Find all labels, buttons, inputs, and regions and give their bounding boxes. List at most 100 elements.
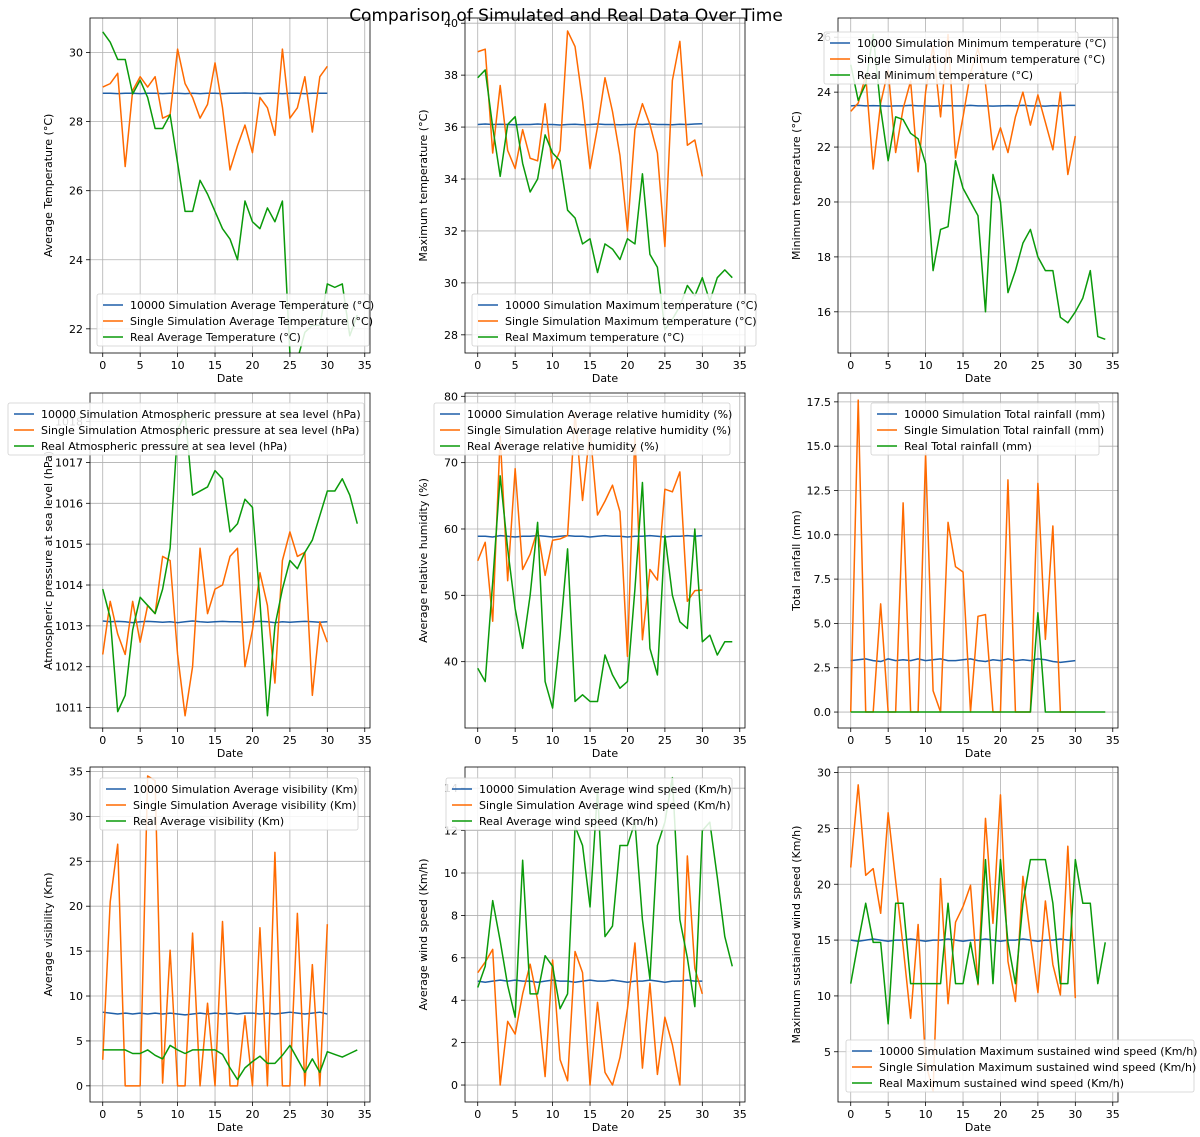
y-tick-label: 35 [69,765,83,778]
legend-box [433,402,731,456]
x-tick-label: 0 [847,1108,854,1121]
x-tick-label: 30 [1068,734,1082,747]
series-line-2 [101,531,329,717]
x-tick-label: 0 [847,359,854,372]
y-axis-label: Average wind speed (Km/h) [417,858,430,1010]
y-tick-label: 18 [817,251,831,264]
series-group [101,775,358,1087]
x-tick-label: 5 [137,359,144,372]
y-tick-label: 30 [817,767,831,780]
legend: 10000 Simulation Average relative humidi… [433,402,732,456]
axes-frame [89,392,371,729]
series-line-1 [102,92,328,95]
y-tick-label: 38 [444,69,458,82]
y-tick-label: 32 [444,225,458,238]
x-tick-label: 25 [1031,1108,1045,1121]
x-tick-label: 10 [171,359,185,372]
axes-frame [837,392,1119,729]
series-line-1 [850,658,1076,664]
legend-label: 10000 Simulation Average relative humidi… [467,408,732,421]
x-tick-label: 25 [658,734,672,747]
y-axis-label: Average Temperature (°C) [42,114,55,258]
subplot-3: 05101520253035161820222426DateMinimum te… [790,17,1120,385]
legend-box [471,293,757,347]
y-tick-label: 20 [817,878,831,891]
x-tick-label: 5 [137,1108,144,1121]
series-line-1 [477,122,703,126]
y-tick-label: 28 [69,116,83,129]
series-line-3 [850,612,1106,713]
series-line-3 [477,475,733,709]
y-tick-label: 30 [69,47,83,60]
y-axis-label: Atmospheric pressure at sea level (hPa) [42,451,55,670]
x-tick-label: 15 [956,359,970,372]
axes-frame [837,17,1119,354]
x-tick-label: 0 [474,359,481,372]
series-line-3 [102,1044,358,1081]
y-tick-label: 70 [444,457,458,470]
x-tick-label: 15 [208,359,222,372]
legend: 10000 Simulation Atmospheric pressure at… [7,402,365,456]
figure-title: Comparison of Simulated and Real Data Ov… [349,6,783,26]
legend-label: Real Minimum temperature (°C) [857,69,1033,82]
legend-label: 10000 Simulation Average Temperature (°C… [130,299,374,312]
x-tick-label: 5 [137,734,144,747]
x-tick-label: 20 [245,734,259,747]
x-tick-label: 20 [620,359,634,372]
legend-label: Real Maximum temperature (°C) [505,331,684,344]
subplot-6: 0 5 10 15 20 25 30 35 0.0 2.5 5.0 7.5 10.0 12.5 15.0 17… [790,392,1120,760]
series-line-1 [477,979,703,983]
subplot-7: 0 5 10 15 20 25 30 35 0 5 10 15 20 25 30 35 Date Average … [42,765,372,1134]
legend-label: 10000 Simulation Minimum temperature (°C… [857,37,1106,50]
legend-label: Single Simulation Maximum sustained wind… [879,1061,1196,1074]
x-tick-label: 10 [919,1108,933,1121]
axes-frame [837,766,1119,1103]
legend-label: Single Simulation Total rainfall (mm) [904,424,1104,437]
x-tick-label: 10 [171,734,185,747]
y-tick-label: 30 [444,277,458,290]
x-tick-label: 10 [546,359,560,372]
y-axis-label: Minimum temperature (°C) [790,111,803,260]
series-line-2 [102,48,328,171]
legend: 10000 Simulation Maximum temperature (°C… [471,293,758,347]
x-tick-label: 20 [245,1108,259,1121]
y-tick-label: 40 [444,17,458,30]
y-tick-label: 1013 [55,620,83,633]
x-tick-label: 35 [358,734,372,747]
subplot-8: 0510152025303502468101214DateAverage win… [417,766,747,1134]
series-line-3 [849,33,1106,340]
y-tick-label: 2 [451,1037,458,1050]
legend: 10000 Simulation Average visibility (Km)… [99,777,359,831]
series-line-3 [477,69,733,331]
y-tick-label: 40 [444,656,458,669]
y-tick-label: 60 [444,523,458,536]
x-tick-label: 35 [358,1108,372,1121]
legend: 10000 Simulation Average wind speed (Km/… [445,777,733,831]
y-tick-label: 15.0 [807,440,832,453]
x-tick-label: 15 [583,1108,597,1121]
legend-box [870,402,1100,456]
y-tick-label: 10.0 [807,529,832,542]
x-tick-label: 20 [620,1108,634,1121]
legend-label: Real Average Temperature (°C) [130,331,301,344]
x-axis-label: Date [965,372,992,385]
y-tick-label: 15 [69,945,83,958]
series-line-1 [102,620,328,624]
x-tick-label: 25 [658,1108,672,1121]
legend-box [823,31,1079,85]
legend-label: Single Simulation Average visibility (Km… [133,799,356,812]
x-tick-label: 20 [993,734,1007,747]
subplot-4: 0 5 10 15 20 25 30 3510111012101310141015101610… [7,392,372,760]
x-tick-label: 0 [847,734,854,747]
legend-label: 10000 Simulation Atmospheric pressure at… [41,408,361,421]
legend-label: Single Simulation Minimum temperature (°… [857,53,1105,66]
x-tick-label: 35 [733,1108,747,1121]
subplot-9: 0 5 10 15 20 25 30 35 5 10 15 20 25 30 Date Maximum sus… [790,767,1197,1134]
series-line-2 [477,30,704,248]
x-tick-label: 35 [1106,359,1120,372]
y-tick-label: 15 [817,934,831,947]
x-tick-label: 25 [1031,359,1045,372]
y-tick-label: 1016 [55,497,83,510]
y-tick-label: 28 [444,329,458,342]
